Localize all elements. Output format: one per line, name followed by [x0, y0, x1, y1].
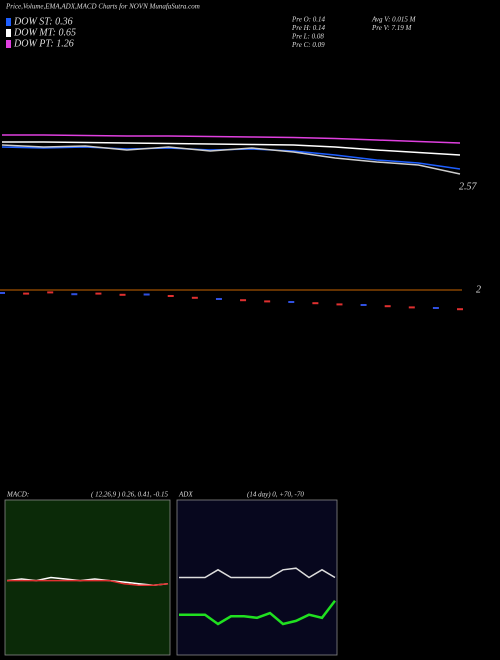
- series-line: [1, 144, 461, 175]
- panel: [4, 499, 171, 656]
- macd-dash: [119, 293, 126, 296]
- legend-swatch: [6, 40, 11, 48]
- legend-label: DOW MT: 0.65: [13, 27, 76, 38]
- panel-subtitle: ( 12,26,9 ) 0.26, 0.41, -0.15: [91, 491, 168, 499]
- macd-dash: [288, 301, 295, 303]
- legend-label: DOW PT: 1.26: [13, 38, 74, 49]
- macd-dash: [23, 292, 30, 295]
- macd-dash: [71, 293, 78, 296]
- macd-dash: [143, 293, 150, 296]
- panel-subtitle: (14 day) 0, +70, -70: [247, 491, 304, 499]
- series-line: [2, 134, 461, 144]
- legend-swatch: [6, 29, 11, 37]
- macd-dash: [47, 291, 54, 294]
- info-label: Pre H: 0.14: [291, 24, 325, 32]
- macd-dash: [312, 302, 319, 305]
- macd-dash: [360, 304, 367, 306]
- macd-dash: [240, 299, 247, 302]
- legend-label: DOW ST: 0.36: [13, 16, 73, 27]
- legend-swatch: [6, 18, 11, 26]
- macd-dash: [95, 292, 102, 295]
- macd-dash: [457, 308, 463, 311]
- macd-dash: [432, 307, 439, 309]
- macd-dash: [191, 296, 198, 299]
- panel-title: ADX: [178, 491, 193, 499]
- annotation: 2.57: [459, 181, 478, 192]
- macd-dash: [264, 300, 271, 303]
- macd-dash: [384, 305, 391, 308]
- info-label: Avg V: 0.015 M: [371, 16, 417, 24]
- page-title: Price,Volume,EMA,ADX,MACD Charts for NOV…: [5, 3, 200, 11]
- series-line: [2, 141, 461, 156]
- annotation: 2: [476, 284, 481, 295]
- macd-dash: [0, 292, 5, 294]
- info-label: Pre L: 0.08: [291, 33, 324, 41]
- info-label: Pre O: 0.14: [291, 16, 325, 24]
- series-line: [179, 567, 336, 579]
- macd-dash: [408, 306, 415, 309]
- series-line: [179, 600, 336, 626]
- info-label: Pre C: 0.09: [291, 41, 325, 49]
- macd-dash: [215, 298, 222, 300]
- panel-title: MACD:: [6, 491, 29, 499]
- series-line: [7, 579, 169, 587]
- macd-dash: [336, 303, 343, 306]
- info-label: Pre V: 7.19 M: [371, 24, 412, 32]
- macd-dash: [167, 295, 174, 297]
